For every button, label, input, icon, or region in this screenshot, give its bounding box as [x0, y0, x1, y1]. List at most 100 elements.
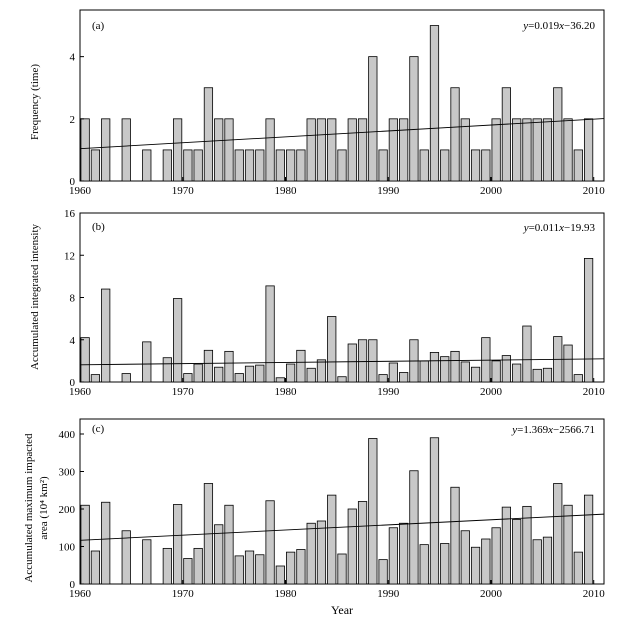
y-tick-label: 4: [70, 335, 76, 347]
bar: [286, 363, 296, 383]
bar: [162, 547, 172, 585]
x-tick-label: 2000: [480, 386, 503, 398]
bar: [224, 350, 234, 383]
bar: [357, 501, 368, 585]
bar: [275, 149, 285, 182]
bar: [80, 337, 90, 383]
y-tick-label: 0: [70, 579, 76, 591]
bar: [357, 118, 368, 182]
bar: [183, 558, 193, 585]
bar: [337, 553, 347, 585]
bar: [450, 87, 460, 182]
bar: [409, 470, 419, 585]
bar: [214, 118, 224, 182]
bar: [80, 118, 90, 182]
bar: [101, 501, 111, 585]
bar: [368, 339, 378, 383]
bar: [542, 118, 553, 182]
trend-line: [79, 118, 605, 150]
bar: [101, 118, 111, 182]
bar: [234, 373, 244, 383]
bar: [542, 536, 553, 585]
x-tick-label: 1960: [69, 386, 92, 398]
bar: [90, 149, 101, 182]
bar: [583, 118, 594, 182]
x-tick-label: 1970: [172, 386, 195, 398]
bar: [183, 373, 193, 383]
bar: [378, 374, 388, 383]
bar: [265, 118, 275, 182]
bar: [470, 366, 481, 383]
x-axis-label: Year: [331, 603, 353, 617]
bar: [522, 505, 532, 585]
bar: [399, 372, 409, 383]
panel-a-ticks: 1960 1970 1980 1990 2000 2010 0 2 4: [69, 52, 605, 197]
bar: [512, 363, 522, 383]
trend-line: [79, 513, 605, 541]
bar: [306, 118, 316, 182]
bar: [501, 506, 511, 585]
bar: [388, 362, 398, 383]
bar: [399, 118, 409, 182]
y-tick-label: 300: [59, 467, 76, 479]
bar: [203, 87, 214, 182]
bar: [460, 118, 470, 182]
bar: [481, 538, 491, 585]
bar: [388, 118, 398, 182]
bar: [90, 374, 101, 383]
bar: [142, 341, 152, 383]
bar: [512, 519, 522, 585]
bar: [470, 546, 481, 585]
bar: [460, 361, 470, 383]
bar: [244, 550, 255, 585]
bar: [440, 356, 450, 383]
bar: [316, 520, 327, 585]
bar: [255, 364, 265, 383]
y-tick-label: 400: [59, 429, 76, 441]
bar: [296, 349, 306, 383]
bar: [183, 149, 193, 182]
bar: [419, 544, 429, 585]
bar: [481, 149, 491, 182]
panel-a-label: (a): [92, 20, 105, 32]
bar: [337, 376, 347, 383]
bar: [244, 365, 255, 383]
y-tick-label: 100: [59, 542, 76, 554]
x-tick-label: 1970: [172, 588, 195, 600]
bar: [522, 325, 532, 383]
bar: [224, 504, 234, 585]
bar: [306, 367, 316, 383]
bar: [327, 316, 337, 383]
bar: [532, 118, 542, 182]
panel-c-ylabel-line1: Accumulated maximum impacted: [23, 433, 35, 583]
bar: [121, 530, 131, 585]
y-tick-label: 16: [64, 208, 76, 220]
bar: [193, 149, 203, 182]
bar: [327, 118, 337, 182]
bar: [80, 504, 90, 585]
panel-a-ylabel: Frequency (time): [29, 64, 41, 140]
y-tick-label: 8: [70, 293, 76, 305]
bar: [542, 367, 553, 383]
bar: [573, 149, 583, 182]
bar: [522, 118, 532, 182]
y-tick-label: 2: [70, 114, 76, 126]
bar: [255, 554, 265, 585]
panel-b-equation: y=0.011x−19.93: [523, 222, 596, 234]
bar: [491, 527, 501, 585]
bar: [429, 352, 440, 383]
bar: [316, 118, 327, 182]
panel-c-ticks: 1960 1970 1980 1990 2000 2010 0 100 200 300 400: [59, 429, 606, 600]
bar: [388, 527, 398, 585]
bar: [553, 87, 563, 182]
bar: [306, 522, 316, 585]
bar: [573, 551, 583, 585]
panel-c-label: (c): [92, 423, 105, 435]
panel-c-bars: [79, 437, 605, 585]
bar: [101, 288, 111, 383]
x-tick-label: 1980: [274, 588, 297, 600]
bar: [142, 539, 152, 585]
bar: [429, 25, 440, 182]
x-tick-label: 1970: [172, 185, 195, 197]
bar: [193, 363, 203, 383]
